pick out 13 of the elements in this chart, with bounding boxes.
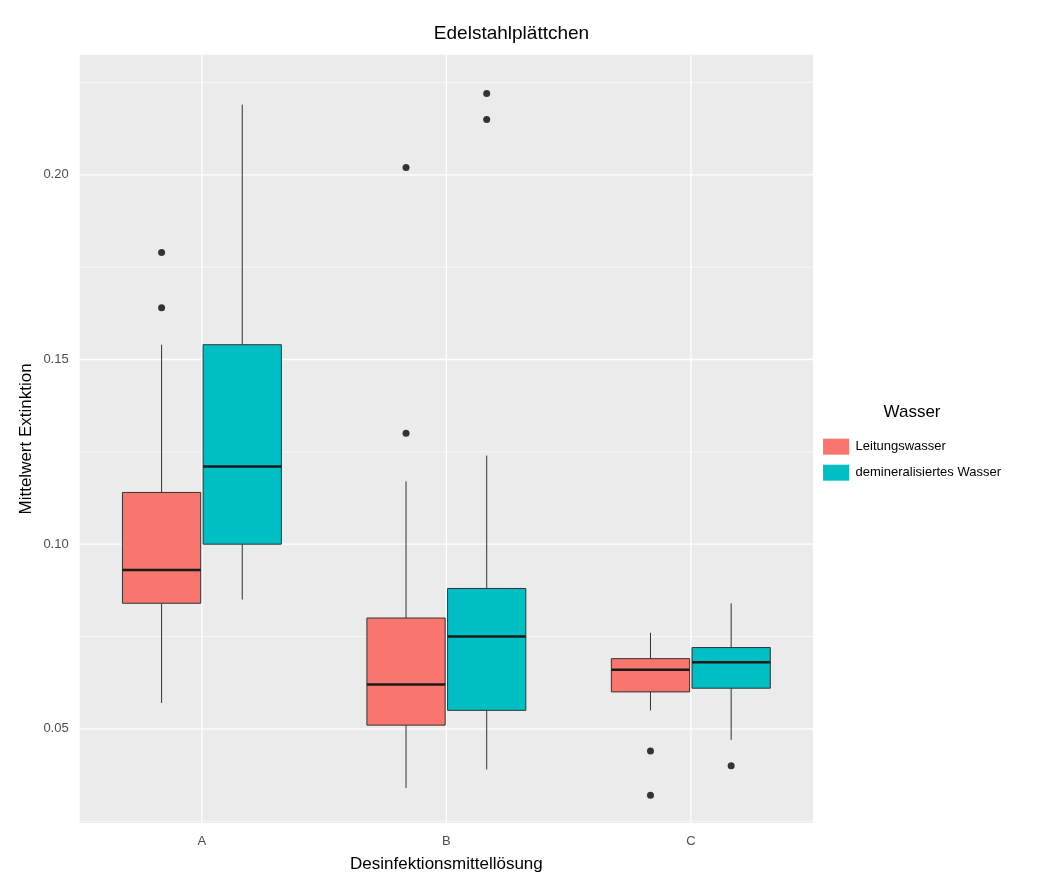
- x-tick-label: B: [442, 833, 451, 849]
- y-tick-label: 0.10: [43, 535, 69, 551]
- legend-label: Leitungswasser: [855, 438, 947, 454]
- x-axis-title: Desinfektionsmittellösung: [349, 854, 543, 874]
- x-tick-label: C: [686, 833, 696, 849]
- y-tick-label: 0.15: [43, 351, 69, 367]
- y-tick-label: 0.20: [43, 166, 69, 182]
- legend-title: Wasser: [883, 402, 941, 422]
- legend-label: demineralisiertes Wasser: [855, 464, 1002, 480]
- y-tick-label: 0.05: [43, 720, 69, 736]
- chart-title: Edelstahlplättchen: [433, 21, 590, 43]
- x-tick-label: A: [197, 833, 207, 849]
- y-axis-title: Mittelwert Extinktion: [15, 363, 35, 515]
